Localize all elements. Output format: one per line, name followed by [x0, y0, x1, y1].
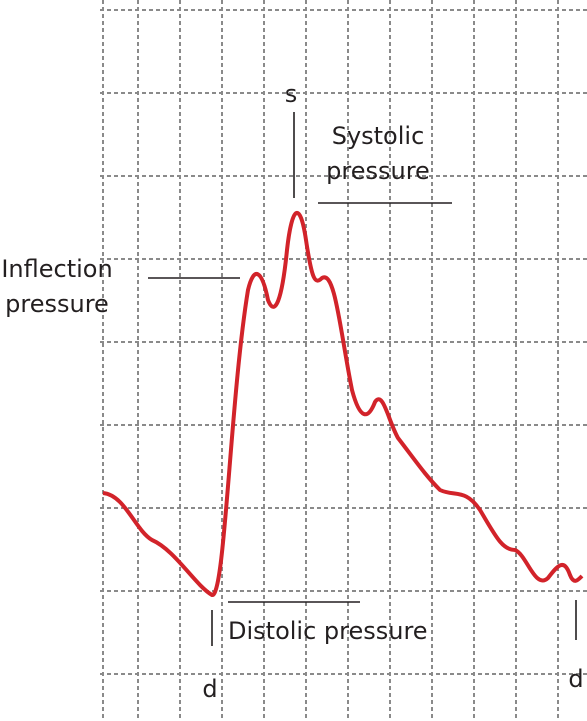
d-label: d [202, 675, 217, 703]
pressure-curve [102, 211, 584, 598]
inflection-label: Inflection [1, 255, 112, 283]
d-label: d [568, 665, 583, 693]
inflection-label: pressure [5, 290, 109, 318]
systolic-label: pressure [326, 157, 430, 185]
diastolic-label: Distolic pressure [228, 617, 428, 645]
systolic-label: Systolic [332, 122, 425, 150]
grid [100, 0, 587, 721]
s-label: s [285, 80, 298, 108]
